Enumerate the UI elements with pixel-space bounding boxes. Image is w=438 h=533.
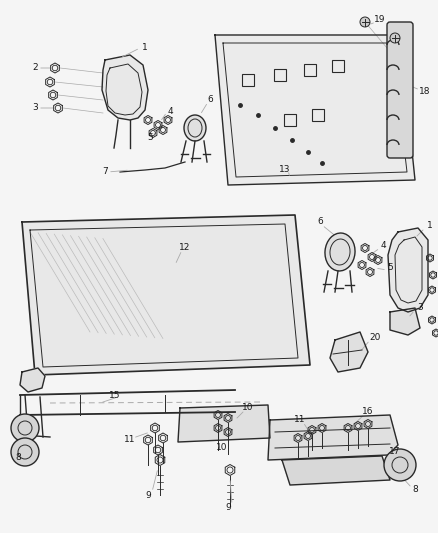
Text: 9: 9 bbox=[145, 490, 151, 499]
Text: 10: 10 bbox=[216, 443, 228, 453]
Text: 15: 15 bbox=[109, 391, 121, 400]
FancyBboxPatch shape bbox=[387, 22, 413, 158]
Text: 8: 8 bbox=[412, 486, 418, 495]
Text: 4: 4 bbox=[167, 108, 173, 117]
Polygon shape bbox=[282, 456, 390, 485]
Ellipse shape bbox=[184, 115, 206, 141]
Text: 8: 8 bbox=[15, 454, 21, 463]
Bar bbox=[332, 60, 344, 72]
Polygon shape bbox=[102, 55, 148, 120]
Text: 17: 17 bbox=[389, 448, 401, 456]
Text: 5: 5 bbox=[387, 263, 393, 272]
Text: 9: 9 bbox=[225, 504, 231, 513]
Circle shape bbox=[360, 17, 370, 27]
Circle shape bbox=[11, 414, 39, 442]
Text: 6: 6 bbox=[317, 217, 323, 227]
Polygon shape bbox=[390, 308, 420, 335]
Text: 1: 1 bbox=[427, 221, 433, 230]
Text: 1: 1 bbox=[142, 44, 148, 52]
Text: 16: 16 bbox=[362, 408, 374, 416]
Text: 7: 7 bbox=[102, 167, 108, 176]
Polygon shape bbox=[22, 215, 310, 375]
Text: 5: 5 bbox=[147, 133, 153, 142]
Text: 11: 11 bbox=[124, 435, 136, 445]
Text: 2: 2 bbox=[32, 63, 38, 72]
Polygon shape bbox=[215, 35, 415, 185]
Text: 12: 12 bbox=[179, 244, 191, 253]
Text: 20: 20 bbox=[369, 334, 381, 343]
Circle shape bbox=[390, 33, 400, 43]
Polygon shape bbox=[178, 405, 270, 442]
Polygon shape bbox=[388, 228, 428, 312]
Text: 11: 11 bbox=[294, 416, 306, 424]
Circle shape bbox=[11, 438, 39, 466]
Bar bbox=[284, 114, 296, 126]
Text: 6: 6 bbox=[207, 95, 213, 104]
Text: 3: 3 bbox=[32, 103, 38, 112]
Polygon shape bbox=[268, 415, 398, 460]
Text: 4: 4 bbox=[380, 240, 386, 249]
Text: 3: 3 bbox=[417, 303, 423, 312]
Circle shape bbox=[384, 449, 416, 481]
Text: 18: 18 bbox=[419, 87, 431, 96]
Text: 10: 10 bbox=[242, 403, 254, 413]
Text: 13: 13 bbox=[279, 166, 291, 174]
Text: 2: 2 bbox=[437, 316, 438, 325]
Bar bbox=[274, 69, 286, 81]
Text: 19: 19 bbox=[374, 15, 386, 25]
Ellipse shape bbox=[325, 233, 355, 271]
Bar bbox=[304, 64, 316, 76]
Bar bbox=[242, 74, 254, 86]
Polygon shape bbox=[330, 332, 368, 372]
Bar bbox=[312, 109, 324, 121]
Polygon shape bbox=[20, 368, 45, 392]
